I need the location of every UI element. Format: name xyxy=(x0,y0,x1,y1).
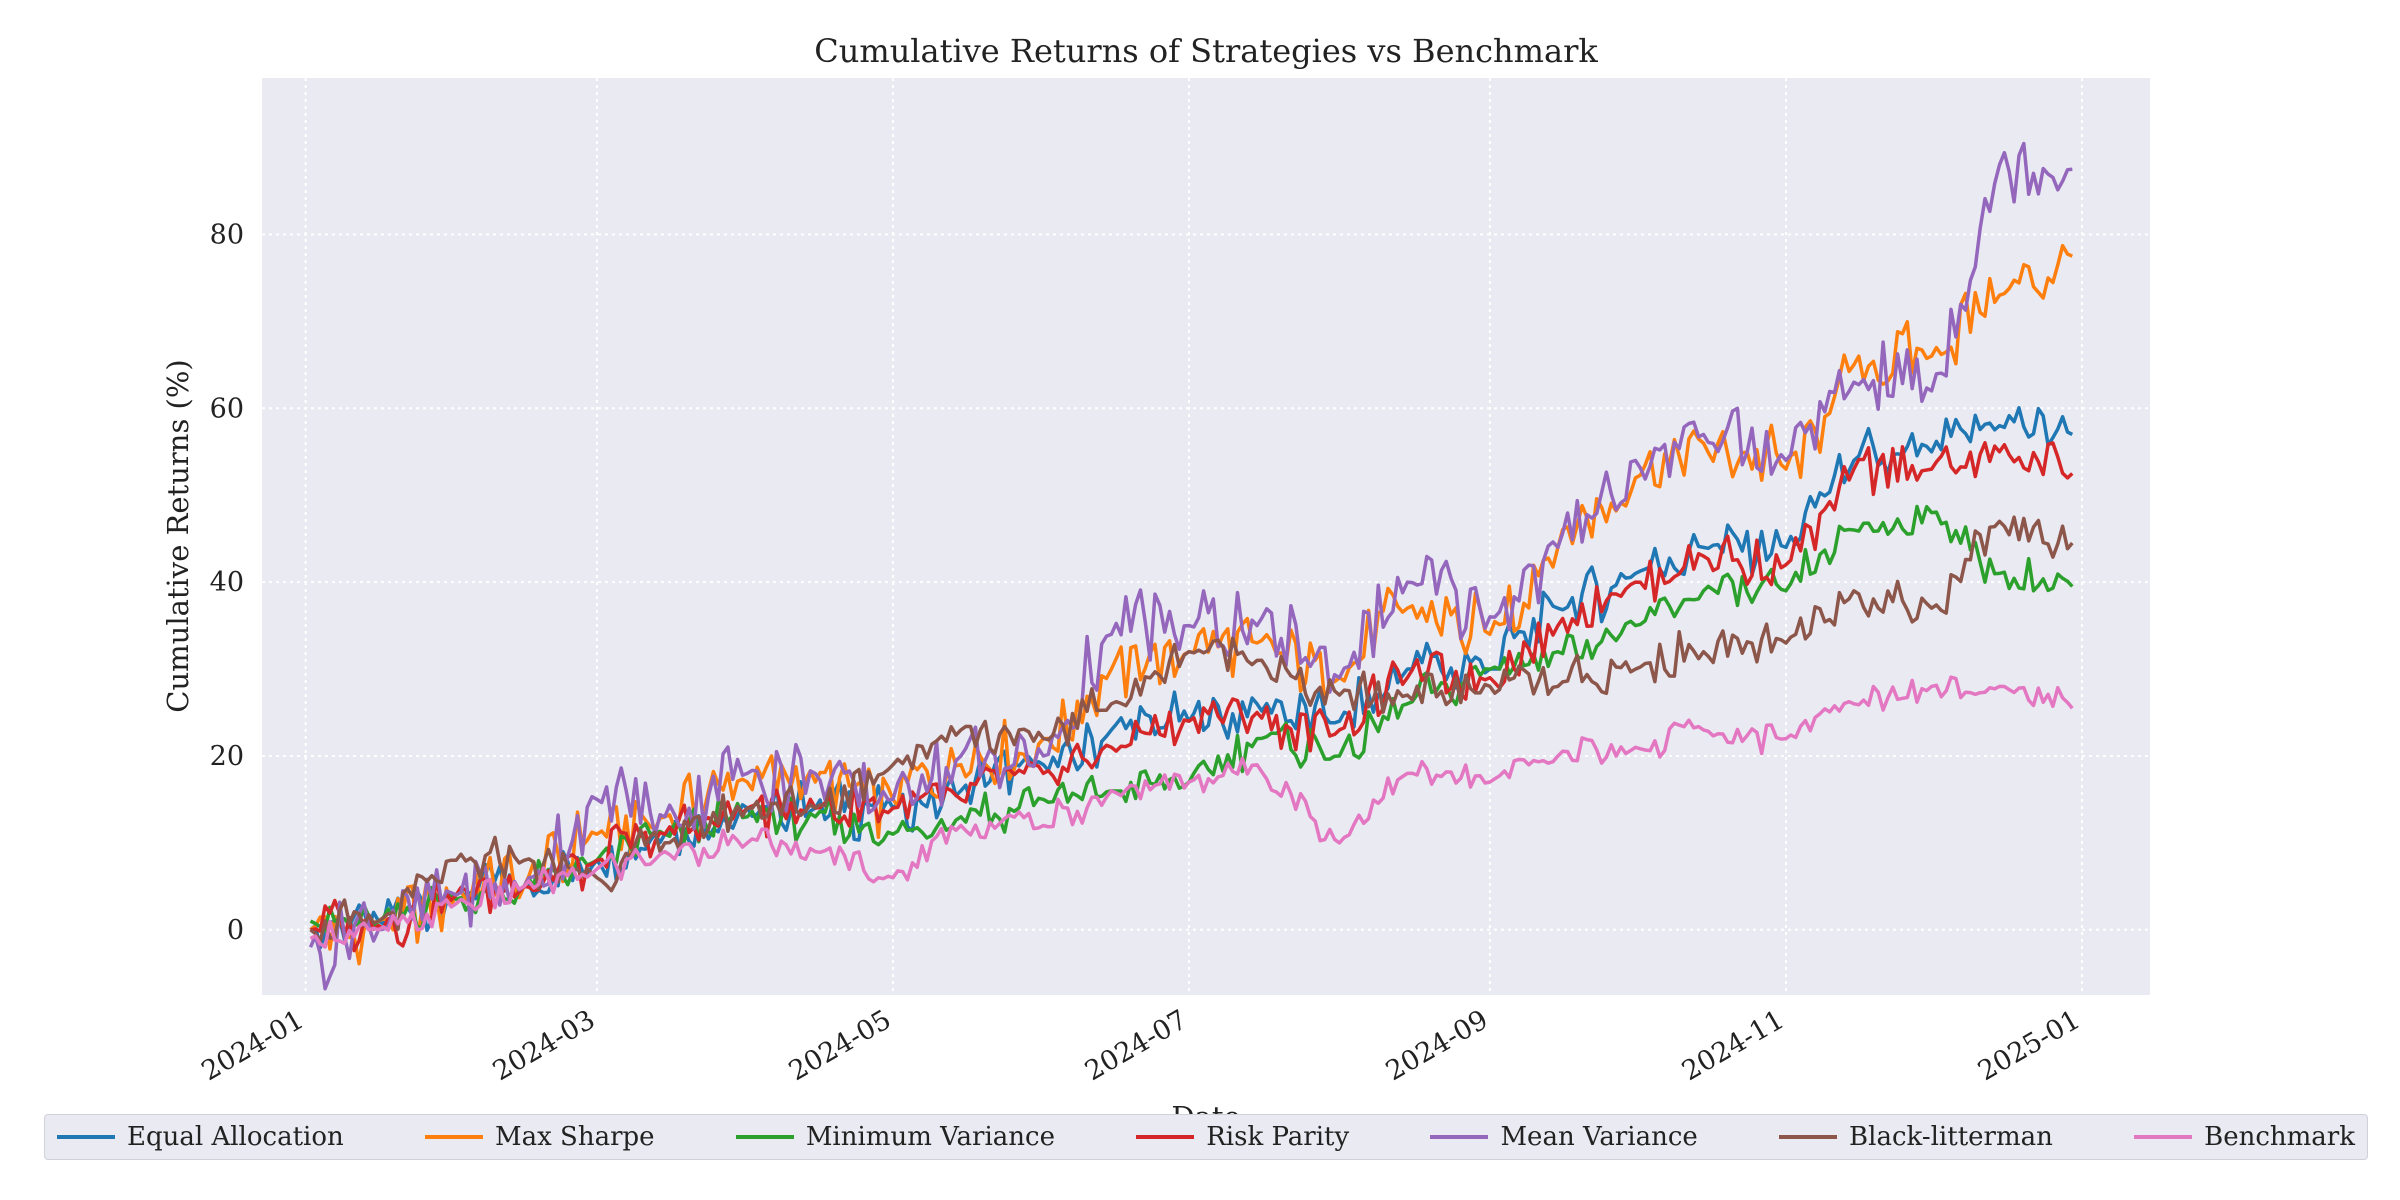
legend-label: Minimum Variance xyxy=(805,1122,1055,1152)
plot-background xyxy=(262,78,2150,995)
legend-swatch xyxy=(1779,1135,1838,1139)
series-line-equal-allocation xyxy=(309,406,2074,950)
legend-item: Risk Parity xyxy=(1136,1122,1349,1152)
y-tick-label: 80 xyxy=(210,219,244,250)
chart-title: Cumulative Returns of Strategies vs Benc… xyxy=(814,32,1598,70)
legend-label: Mean Variance xyxy=(1500,1122,1698,1152)
series-line-mean-variance xyxy=(308,141,2073,991)
x-tick-label: 2024-11 xyxy=(1677,1004,1790,1087)
legend-swatch xyxy=(57,1135,115,1139)
legend-swatch xyxy=(1430,1135,1489,1139)
legend-label: Risk Parity xyxy=(1206,1122,1350,1152)
y-tick-label: 60 xyxy=(210,393,244,424)
legend-item: Equal Allocation xyxy=(57,1122,344,1152)
series-line-benchmark xyxy=(309,675,2074,949)
y-tick-label: 20 xyxy=(210,741,244,772)
legend-item: Mean Variance xyxy=(1430,1122,1698,1152)
legend-item: Max Sharpe xyxy=(424,1122,655,1152)
series-lines xyxy=(308,141,2074,991)
grid-lines xyxy=(262,78,2150,995)
legend-swatch xyxy=(735,1135,794,1139)
x-tick-label: 2024-03 xyxy=(488,1004,601,1087)
legend-swatch xyxy=(424,1135,483,1139)
legend-swatch xyxy=(2134,1135,2193,1139)
x-tick-label: 2024-05 xyxy=(784,1004,897,1087)
series-line-minimum-variance xyxy=(309,504,2074,933)
x-tick-label: 2024-01 xyxy=(197,1004,310,1087)
legend-label: Black-litterman xyxy=(1849,1122,2053,1152)
legend-item: Black-litterman xyxy=(1779,1122,2053,1152)
x-tick-label: 2024-07 xyxy=(1080,1004,1193,1087)
legend-label: Benchmark xyxy=(2204,1122,2355,1152)
legend: Equal Allocation Max Sharpe Minimum Varian… xyxy=(44,1114,2368,1160)
legend-swatch xyxy=(1136,1135,1195,1139)
legend-item: Minimum Variance xyxy=(735,1122,1055,1152)
legend-label: Max Sharpe xyxy=(494,1122,655,1152)
x-tick-label: 2024-09 xyxy=(1381,1004,1494,1087)
x-tick-label: 2025-01 xyxy=(1973,1004,2086,1087)
legend-label: Equal Allocation xyxy=(127,1122,344,1152)
y-axis-label: Cumulative Returns (%) xyxy=(161,359,195,712)
y-tick-label: 0 xyxy=(227,915,244,946)
legend-item: Benchmark xyxy=(2134,1122,2355,1152)
y-tick-label: 40 xyxy=(210,567,244,598)
series-line-black-litterman xyxy=(309,515,2074,944)
